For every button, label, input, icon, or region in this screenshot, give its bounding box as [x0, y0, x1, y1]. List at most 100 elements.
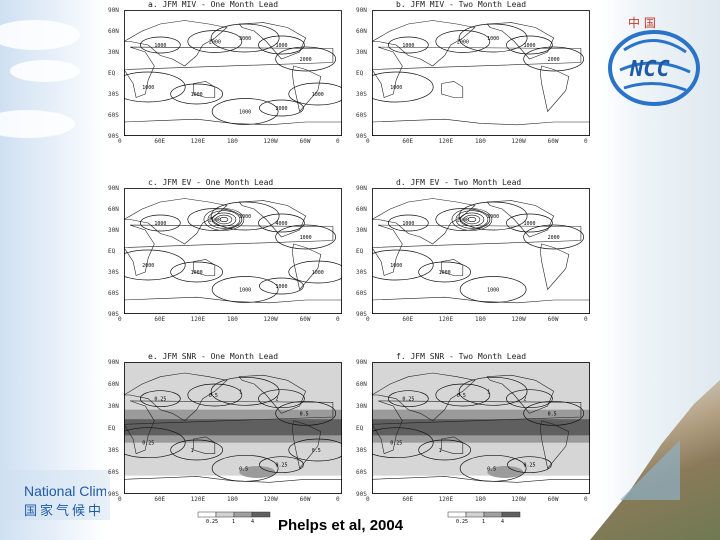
lat-label: 30S — [108, 269, 119, 276]
snr-shade — [124, 475, 342, 494]
lat-label: 90N — [356, 7, 367, 14]
contour-label: 2000 — [457, 218, 469, 224]
contour-line — [467, 216, 477, 222]
lon-label: 180 — [475, 138, 486, 145]
lon-label: 120E — [190, 138, 206, 145]
continent-outline — [486, 22, 555, 60]
lon-label: 0 — [366, 316, 370, 323]
continent-outline — [372, 476, 590, 494]
lon-label: 120W — [511, 138, 526, 145]
contour-label: 0.25 — [275, 463, 287, 469]
contour-label: 2000 — [209, 40, 221, 46]
lon-label: 180 — [227, 316, 238, 323]
org-name-chinese: 国家气候中 — [24, 504, 105, 519]
lat-label: 90N — [356, 185, 367, 192]
continent-outline — [372, 296, 590, 314]
lat-label: 90S — [108, 133, 119, 140]
lat-label: 60N — [356, 28, 367, 35]
contour-line — [387, 390, 429, 408]
lat-label: 60N — [356, 206, 367, 213]
contour-line — [211, 276, 279, 303]
lon-label: 180 — [227, 496, 238, 503]
lat-label: 90N — [108, 185, 119, 192]
contour-line — [124, 427, 186, 459]
lat-label: 60S — [356, 290, 367, 297]
panel-title: d. JFM EV - Two Month Lead — [396, 178, 522, 187]
continent-outline — [291, 243, 322, 291]
contour-line — [523, 224, 585, 250]
continent-outline — [372, 224, 582, 276]
map-frame — [372, 10, 590, 136]
lon-label: 120E — [190, 496, 206, 503]
lon-label: 0 — [366, 138, 370, 145]
contour-label: 1000 — [439, 270, 451, 276]
lon-label: 60W — [547, 316, 559, 323]
contour-line — [258, 389, 305, 409]
map-background — [124, 188, 342, 314]
contour-line — [210, 23, 280, 53]
lon-label: 120E — [438, 496, 454, 503]
contour-line — [458, 376, 528, 406]
continent-outline — [193, 259, 216, 276]
map-panel-c: 1000 2000 3000 4000 1000 2000 1000 1000 1000 1000 — [124, 188, 342, 314]
map-background — [372, 10, 590, 136]
contour-line — [124, 71, 186, 103]
continent-outline — [539, 65, 570, 113]
lon-label: 60E — [402, 138, 414, 145]
contour-label: 2 — [523, 397, 526, 403]
contour-line — [418, 439, 472, 461]
contour-label: 0.25 — [154, 397, 166, 403]
contour-line — [506, 389, 553, 409]
continent-outline — [124, 372, 228, 422]
contour-line — [210, 201, 280, 231]
continent-outline — [291, 65, 322, 113]
map-frame — [124, 10, 342, 136]
contour-label: 0.25 — [402, 397, 414, 403]
contour-line — [435, 208, 491, 231]
contour-line — [523, 400, 585, 426]
contour-line — [275, 224, 337, 250]
map-panel-d: 1000 2000 3000 1000 2000 1000 1000 1000 — [372, 188, 590, 314]
continent-outline — [441, 436, 464, 454]
continent-outline — [124, 296, 342, 314]
lat-label: 60N — [108, 206, 119, 213]
contour-line — [507, 456, 552, 474]
contour-label: 2000 — [548, 57, 560, 63]
lat-label: 60S — [108, 469, 119, 476]
continent-outline — [539, 243, 570, 291]
contour-label: 1 — [191, 448, 194, 454]
colorbar-tick: 4 — [501, 519, 504, 525]
contour-label: 1000 — [300, 235, 312, 241]
continent-outline — [124, 476, 342, 494]
colorbar-tick: 4 — [251, 519, 254, 525]
contour-label: 1000 — [142, 85, 154, 91]
lon-label: 120E — [190, 316, 206, 323]
contour-line — [187, 30, 243, 53]
snr-shade — [487, 466, 524, 478]
continent-outline — [372, 372, 476, 422]
panel-title: b. JFM MIV - Two Month Lead — [396, 0, 527, 9]
cloud-decoration — [10, 60, 80, 82]
contour-label: 3000 — [487, 214, 499, 220]
lat-label: 60S — [356, 112, 367, 119]
lon-label: 0 — [366, 496, 370, 503]
contour-label: 2 — [275, 397, 278, 403]
continent-outline — [372, 46, 582, 98]
contour-label: 2000 — [275, 106, 287, 112]
lat-label: 30N — [108, 403, 119, 410]
colorbar-right: 0.25 1 4 — [447, 511, 521, 525]
lon-label: 0 — [118, 496, 122, 503]
contour-line — [387, 214, 429, 232]
lat-label: 30S — [108, 91, 119, 98]
contour-line — [372, 427, 434, 459]
contour-label: 1000 — [239, 110, 251, 116]
contour-label: 1000 — [523, 221, 535, 227]
contour-line — [187, 383, 243, 407]
continent-outline — [124, 20, 228, 67]
lon-label: 60E — [402, 316, 414, 323]
contour-line — [463, 214, 481, 225]
contour-line — [455, 210, 489, 229]
continent-outline — [193, 81, 216, 98]
lon-label: 60W — [299, 138, 311, 145]
contour-label: 1000 — [239, 288, 251, 294]
